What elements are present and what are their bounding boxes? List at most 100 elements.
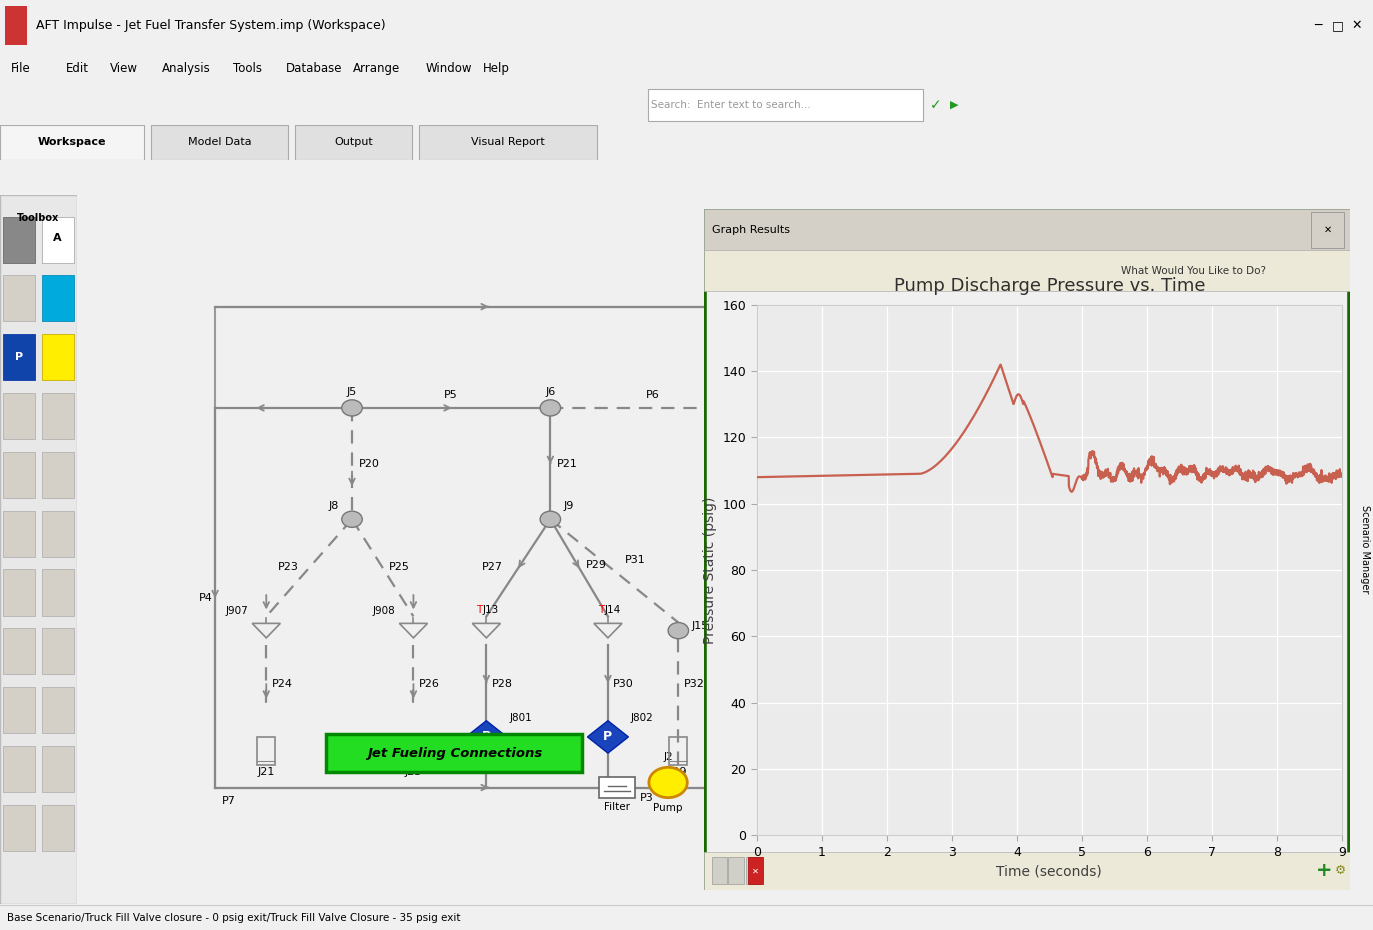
- Text: P25: P25: [389, 562, 411, 572]
- Text: P4: P4: [199, 592, 213, 603]
- Text: Filter: Filter: [604, 802, 630, 812]
- Text: J7: J7: [750, 387, 761, 397]
- Bar: [3, 569, 36, 616]
- Text: Search:  Enter text to search...: Search: Enter text to search...: [651, 100, 810, 110]
- Text: ▶: ▶: [950, 100, 958, 110]
- Bar: [729, 857, 744, 884]
- Bar: [41, 275, 74, 322]
- Bar: [839, 325, 890, 378]
- Circle shape: [649, 767, 688, 798]
- Text: Model Data: Model Data: [188, 138, 251, 147]
- Bar: [5, 7, 27, 45]
- Text: P31: P31: [625, 555, 645, 565]
- Bar: [711, 857, 728, 884]
- Text: J2: J2: [663, 752, 673, 763]
- Text: P28: P28: [492, 679, 512, 689]
- Text: Analysis: Analysis: [162, 62, 211, 74]
- Text: P23: P23: [277, 562, 299, 572]
- Circle shape: [746, 400, 765, 416]
- Text: Visual Report: Visual Report: [471, 138, 545, 147]
- Bar: [1311, 212, 1344, 248]
- Bar: [151, 125, 288, 160]
- Bar: [3, 452, 36, 498]
- Text: Workspace: Workspace: [38, 138, 106, 147]
- Text: JP-5 Storage: JP-5 Storage: [829, 282, 898, 291]
- Bar: [3, 511, 36, 557]
- Text: P30: P30: [614, 679, 634, 689]
- Bar: [41, 452, 74, 498]
- Text: Scenario Manager: Scenario Manager: [1359, 505, 1370, 594]
- Bar: [41, 687, 74, 733]
- Text: Help: Help: [483, 62, 511, 74]
- Text: File: File: [11, 62, 30, 74]
- Bar: [41, 217, 74, 262]
- Bar: [3, 629, 36, 674]
- Circle shape: [669, 622, 688, 639]
- Circle shape: [342, 400, 362, 416]
- Bar: [327, 734, 582, 772]
- Polygon shape: [465, 721, 507, 753]
- Text: Base Scenario/Truck Fill Valve closure - 0 psig exit/Truck Fill Valve Closure - : Base Scenario/Truck Fill Valve closure -…: [7, 913, 460, 923]
- Bar: [746, 857, 762, 884]
- Bar: [295, 125, 412, 160]
- Text: P22: P22: [762, 458, 783, 469]
- Text: T: T: [597, 605, 604, 616]
- Text: J8: J8: [330, 501, 339, 512]
- Text: P5: P5: [445, 390, 459, 400]
- Text: ─: ─: [1314, 20, 1322, 32]
- Bar: [41, 217, 74, 262]
- Text: J13: J13: [482, 605, 498, 616]
- Bar: [41, 334, 74, 380]
- Text: J5: J5: [347, 387, 357, 397]
- Text: ✓: ✓: [930, 98, 941, 113]
- Text: J801: J801: [509, 712, 533, 723]
- Text: ✕: ✕: [1351, 20, 1362, 32]
- Bar: [41, 334, 74, 380]
- Text: J9: J9: [563, 501, 574, 512]
- Text: J15: J15: [691, 620, 708, 631]
- Bar: [3, 334, 36, 380]
- Text: P: P: [482, 730, 492, 743]
- Bar: [41, 746, 74, 792]
- Bar: [599, 777, 634, 798]
- Text: Graph Results: Graph Results: [711, 225, 789, 235]
- Bar: [41, 511, 74, 557]
- Text: J802: J802: [632, 712, 654, 723]
- Bar: [648, 89, 923, 121]
- Text: P32: P32: [684, 679, 704, 689]
- Text: ⚙: ⚙: [1335, 864, 1346, 877]
- Bar: [704, 250, 1350, 291]
- Text: Toolbox: Toolbox: [18, 213, 59, 223]
- Circle shape: [540, 512, 560, 527]
- Text: P24: P24: [272, 679, 292, 689]
- Bar: [670, 737, 688, 765]
- Text: P20: P20: [358, 458, 379, 469]
- Text: Jet Fueling Connections: Jet Fueling Connections: [367, 747, 542, 760]
- Text: T: T: [476, 605, 482, 616]
- Text: +: +: [1317, 861, 1333, 880]
- Text: P: P: [603, 730, 612, 743]
- Text: J907: J907: [225, 606, 249, 617]
- Text: P21: P21: [557, 458, 578, 469]
- Text: Output: Output: [334, 138, 373, 147]
- Text: P7: P7: [221, 796, 235, 805]
- Bar: [3, 217, 36, 262]
- Bar: [704, 209, 1350, 250]
- Bar: [3, 275, 36, 322]
- Bar: [405, 737, 423, 765]
- Text: J901: J901: [851, 292, 876, 301]
- Bar: [3, 217, 36, 262]
- Bar: [748, 857, 763, 884]
- Bar: [41, 393, 74, 439]
- Bar: [41, 275, 74, 322]
- Text: A: A: [54, 232, 62, 243]
- Text: Edit: Edit: [66, 62, 89, 74]
- Y-axis label: Pressure Static (psig): Pressure Static (psig): [703, 497, 717, 644]
- Text: J21: J21: [258, 767, 275, 777]
- Bar: [704, 853, 1350, 890]
- Bar: [3, 746, 36, 792]
- Text: View: View: [110, 62, 137, 74]
- Text: Pump: Pump: [654, 803, 682, 813]
- Polygon shape: [839, 317, 890, 325]
- Bar: [0, 125, 144, 160]
